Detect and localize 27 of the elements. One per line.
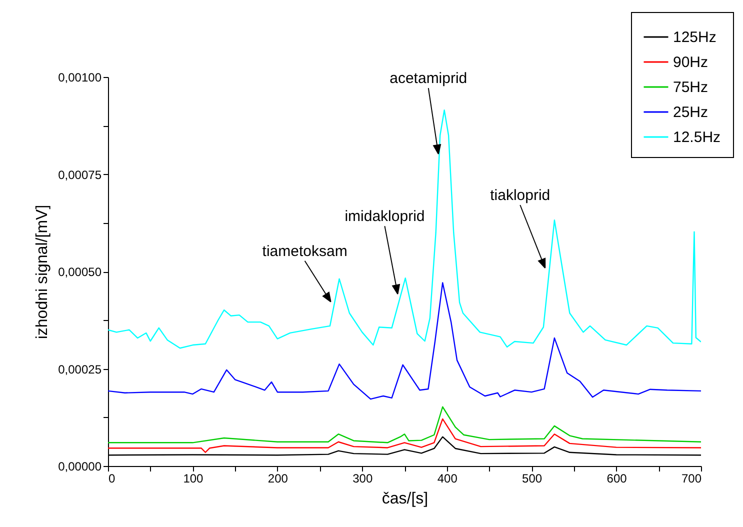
legend-label: 125Hz [673,29,716,46]
legend-label: 90Hz [673,54,708,71]
x-tick-label: 0 [108,472,116,486]
line-series [108,418,701,453]
y-tick-label: 0,00100 [58,70,102,84]
y-tick-label: 0,00000 [58,460,102,474]
line-series [108,282,701,400]
x-axis-title: čas/[s] [382,490,428,508]
x-tick-label: 500 [522,472,542,486]
x-tick-label: 100 [183,472,204,486]
y-tick-label: 0,00075 [58,168,102,182]
y-axis-title: izhodni signal/[mV] [34,204,52,340]
y-tick-label: 0,00025 [58,362,102,376]
x-tick-label: 300 [352,472,373,486]
legend-label: 75Hz [673,79,708,96]
y-tick-label: 0,00050 [58,265,102,279]
legend-label: 25Hz [673,104,708,121]
x-tick-label: 200 [268,472,288,486]
annotation: imidakloprid [344,208,425,226]
x-tick-label: 700 [681,472,702,486]
annotation: tiametoksam [262,242,348,260]
x-tick-label: 400 [437,472,458,486]
line-series [108,406,701,444]
legend-label: 12.5Hz [673,129,721,146]
x-tick-label: 600 [606,472,628,486]
annotation: tiakloprid [490,187,550,204]
annotation: acetamiprid [390,70,468,88]
